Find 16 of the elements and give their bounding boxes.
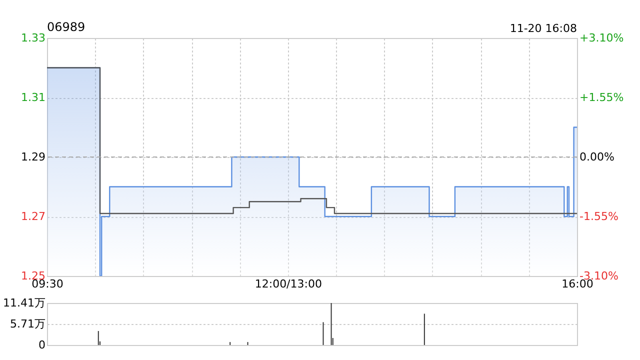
y-tick-label: 1.31 bbox=[21, 91, 46, 104]
y-tick-label: 0 bbox=[38, 338, 46, 352]
x-tick-label: 09:30 bbox=[32, 278, 64, 290]
y2-tick-label: +1.55% bbox=[580, 91, 624, 104]
x-tick-label: 16:00 bbox=[562, 278, 594, 290]
y-tick-label: 5.71万 bbox=[10, 317, 46, 330]
y-tick-label: 1.33 bbox=[21, 32, 46, 44]
x-tick-label: 12:00/13:00 bbox=[254, 278, 322, 290]
text: 11-20 16:08 bbox=[510, 22, 577, 35]
y-tick-label: 11.41万 bbox=[3, 296, 46, 310]
y-tick-label: 1.27 bbox=[21, 210, 46, 223]
y2-tick-label: -1.55% bbox=[580, 210, 618, 223]
y-tick-label: 1.29 bbox=[21, 150, 46, 164]
y2-tick-label: 0.00% bbox=[580, 150, 614, 164]
chart-title: 06989 bbox=[47, 20, 86, 34]
y2-tick-label: +3.10% bbox=[580, 32, 624, 44]
